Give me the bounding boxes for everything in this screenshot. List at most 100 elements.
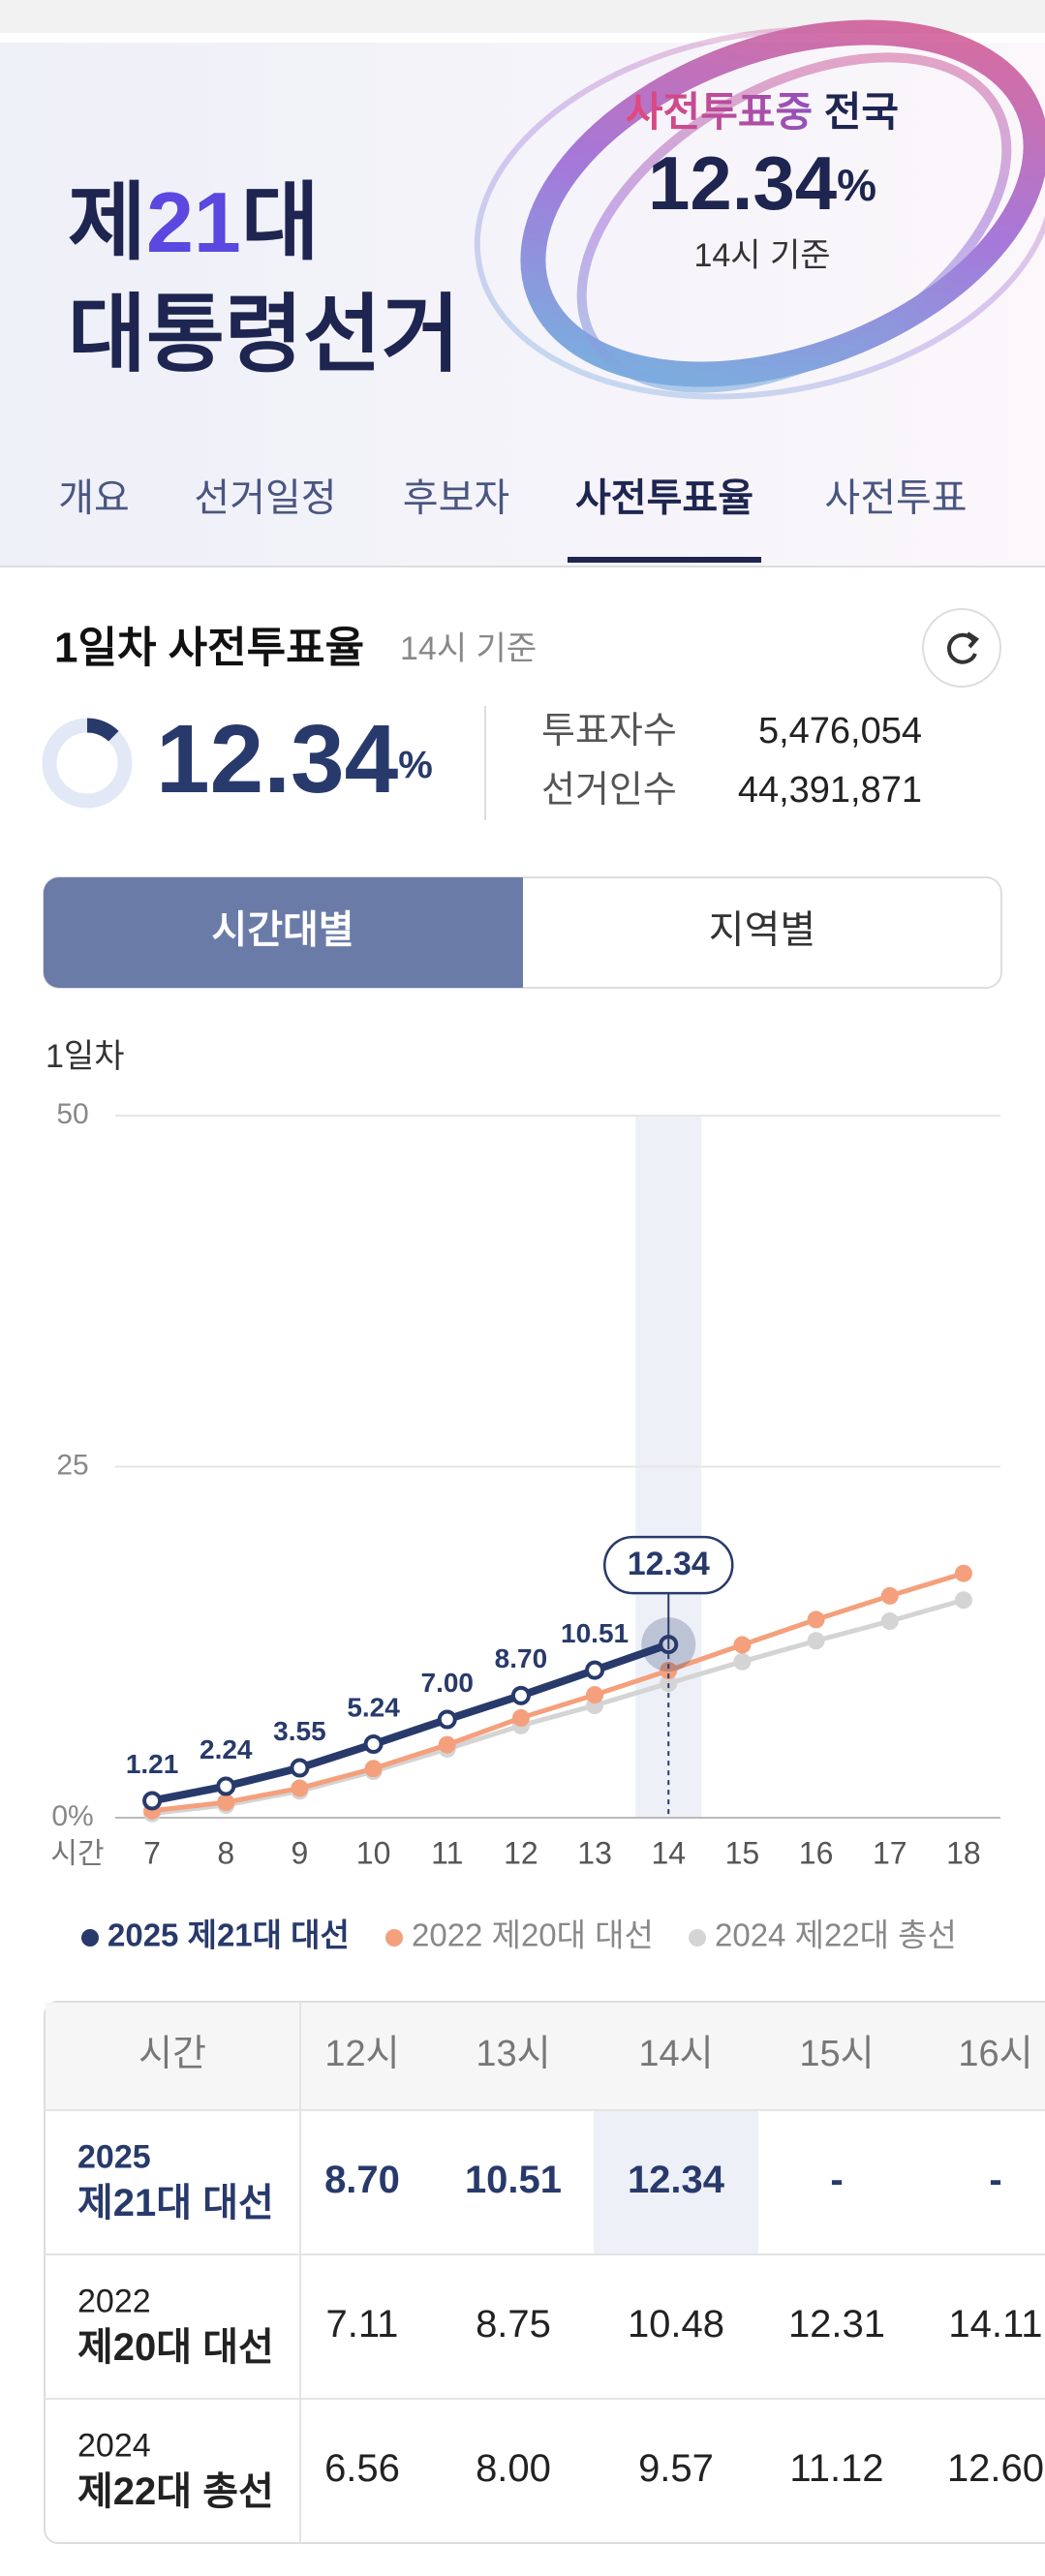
x-tick-label: 11 <box>431 1835 463 1870</box>
table-cell: 7.11 <box>326 2303 399 2346</box>
stat-label: 투표자수 <box>541 711 677 751</box>
data-point <box>364 1760 383 1778</box>
table-header: 13시 <box>476 2034 550 2074</box>
tab[interactable]: 선거일정 <box>194 477 336 520</box>
table-cell: 11.12 <box>789 2447 883 2490</box>
current-cell-bg <box>594 2110 758 2254</box>
x-tick-label: 14 <box>651 1835 686 1870</box>
data-point <box>363 1734 384 1755</box>
table-cell: 12.34 <box>628 2159 725 2201</box>
legend-label: 2024 제22대 총선 <box>715 1917 957 1953</box>
x-tick-label: 10 <box>356 1835 391 1870</box>
chart: 0% 25 50 7 8 9 10 11 12 13 14 15 16 17 18 1.21 2.24 3.55 5… <box>51 1098 1000 1953</box>
data-point <box>216 1776 236 1796</box>
data-point <box>142 1791 163 1811</box>
data-point <box>880 1586 899 1605</box>
summary-title: 1일차 사전투표율 <box>54 625 364 672</box>
y-tick-label: 25 <box>56 1449 88 1481</box>
table-header: 16시 <box>958 2034 1032 2074</box>
stat-label: 선거인수 <box>541 770 677 811</box>
data-point <box>437 1709 457 1730</box>
data-point <box>291 1779 309 1797</box>
data-point <box>807 1632 825 1650</box>
tab[interactable]: 사전투표 <box>824 477 967 520</box>
data-point <box>660 1662 678 1680</box>
table-cell: 12.60 <box>947 2447 1044 2490</box>
tab-active[interactable]: 사전투표율 <box>575 477 753 520</box>
data-point <box>511 1708 530 1727</box>
table-cell: 8.75 <box>476 2303 551 2346</box>
swirl <box>474 19 1045 400</box>
rate-unit: % <box>837 160 876 210</box>
refresh-button[interactable] <box>922 608 1001 688</box>
x-tick-label: 13 <box>577 1835 612 1870</box>
tab[interactable]: 후보자 <box>403 477 509 520</box>
data-label: 10.51 <box>561 1618 629 1648</box>
data-point <box>586 1686 604 1704</box>
tab[interactable]: 개요 <box>58 477 130 520</box>
title-suffix: 대 <box>241 174 320 270</box>
row-name: 제22대 총선 <box>77 2470 274 2513</box>
donut-arc <box>42 718 133 809</box>
table-cell: 10.48 <box>628 2303 724 2346</box>
table-cell: 10.51 <box>465 2159 562 2201</box>
data-point <box>807 1610 825 1629</box>
legend-marker <box>385 1929 403 1947</box>
data-point <box>954 1591 972 1610</box>
summary-rate: 12.34% <box>156 705 433 813</box>
toggle-option[interactable]: 지역별 <box>709 909 815 952</box>
row-year: 2022 <box>77 2283 151 2319</box>
banner <box>0 43 1045 567</box>
table-cell: - <box>830 2159 843 2201</box>
table-cell: 14.11 <box>948 2303 1042 2346</box>
stat-value: 44,391,871 <box>738 770 922 811</box>
banner-subtitle: 대통령선거 <box>68 286 460 382</box>
table-cell: 12.31 <box>788 2303 885 2346</box>
row-name: 제20대 대선 <box>77 2326 274 2369</box>
data-label: 1.21 <box>126 1749 179 1779</box>
legend-marker <box>81 1929 99 1947</box>
banner-basis: 14시 기준 <box>693 237 830 274</box>
title-prefix: 제 <box>68 174 146 270</box>
callout-box <box>603 1535 734 1595</box>
region: 전국 <box>824 89 899 135</box>
table-header: 시간 <box>138 2034 206 2074</box>
stat-value: 5,476,054 <box>758 711 922 751</box>
legend-marker <box>689 1929 706 1947</box>
x-tick-label: 17 <box>873 1835 907 1870</box>
table-cell: 6.56 <box>324 2447 400 2490</box>
table-cell: - <box>989 2159 1001 2201</box>
x-tick-label: 8 <box>217 1835 234 1870</box>
table: 시간 12시 13시 14시 15시 16시 2025 제21대 대선 8.70 10.51 12.… <box>44 2001 1045 2544</box>
toggle-active[interactable] <box>44 877 523 988</box>
series-line <box>151 1641 670 1805</box>
x-tick-label: 18 <box>946 1835 981 1870</box>
status: 사전투표중 <box>626 89 813 135</box>
rate: 12.34 <box>156 705 399 813</box>
data-point <box>954 1564 972 1582</box>
data-point <box>290 1758 310 1778</box>
tabs: 개요 선거일정 후보자 사전투표율 사전투표 <box>58 477 967 520</box>
data-label: 7.00 <box>421 1668 475 1698</box>
data-point <box>880 1612 899 1630</box>
table-header-bg <box>46 2003 1045 2110</box>
table-cell: 8.00 <box>476 2447 551 2490</box>
data-point <box>733 1636 752 1654</box>
x-tick-label: 16 <box>799 1835 834 1870</box>
callout-label: 12.34 <box>628 1546 710 1582</box>
data-label: 2.24 <box>200 1734 253 1764</box>
x-tick-label: 12 <box>504 1835 538 1870</box>
table-border <box>44 2001 1045 2544</box>
y-tick-label: 0% <box>51 1800 93 1832</box>
data-point <box>585 1660 605 1680</box>
x-tick-label: 7 <box>143 1835 161 1870</box>
rate-unit: % <box>398 744 433 786</box>
data-point <box>217 1794 235 1812</box>
row-year: 2025 <box>77 2138 151 2175</box>
donut-track <box>42 718 133 809</box>
table-cell: 9.57 <box>638 2447 714 2490</box>
toggle-option[interactable]: 시간대별 <box>211 909 353 952</box>
table-header: 15시 <box>799 2034 874 2074</box>
table-cell: 8.70 <box>324 2159 400 2201</box>
